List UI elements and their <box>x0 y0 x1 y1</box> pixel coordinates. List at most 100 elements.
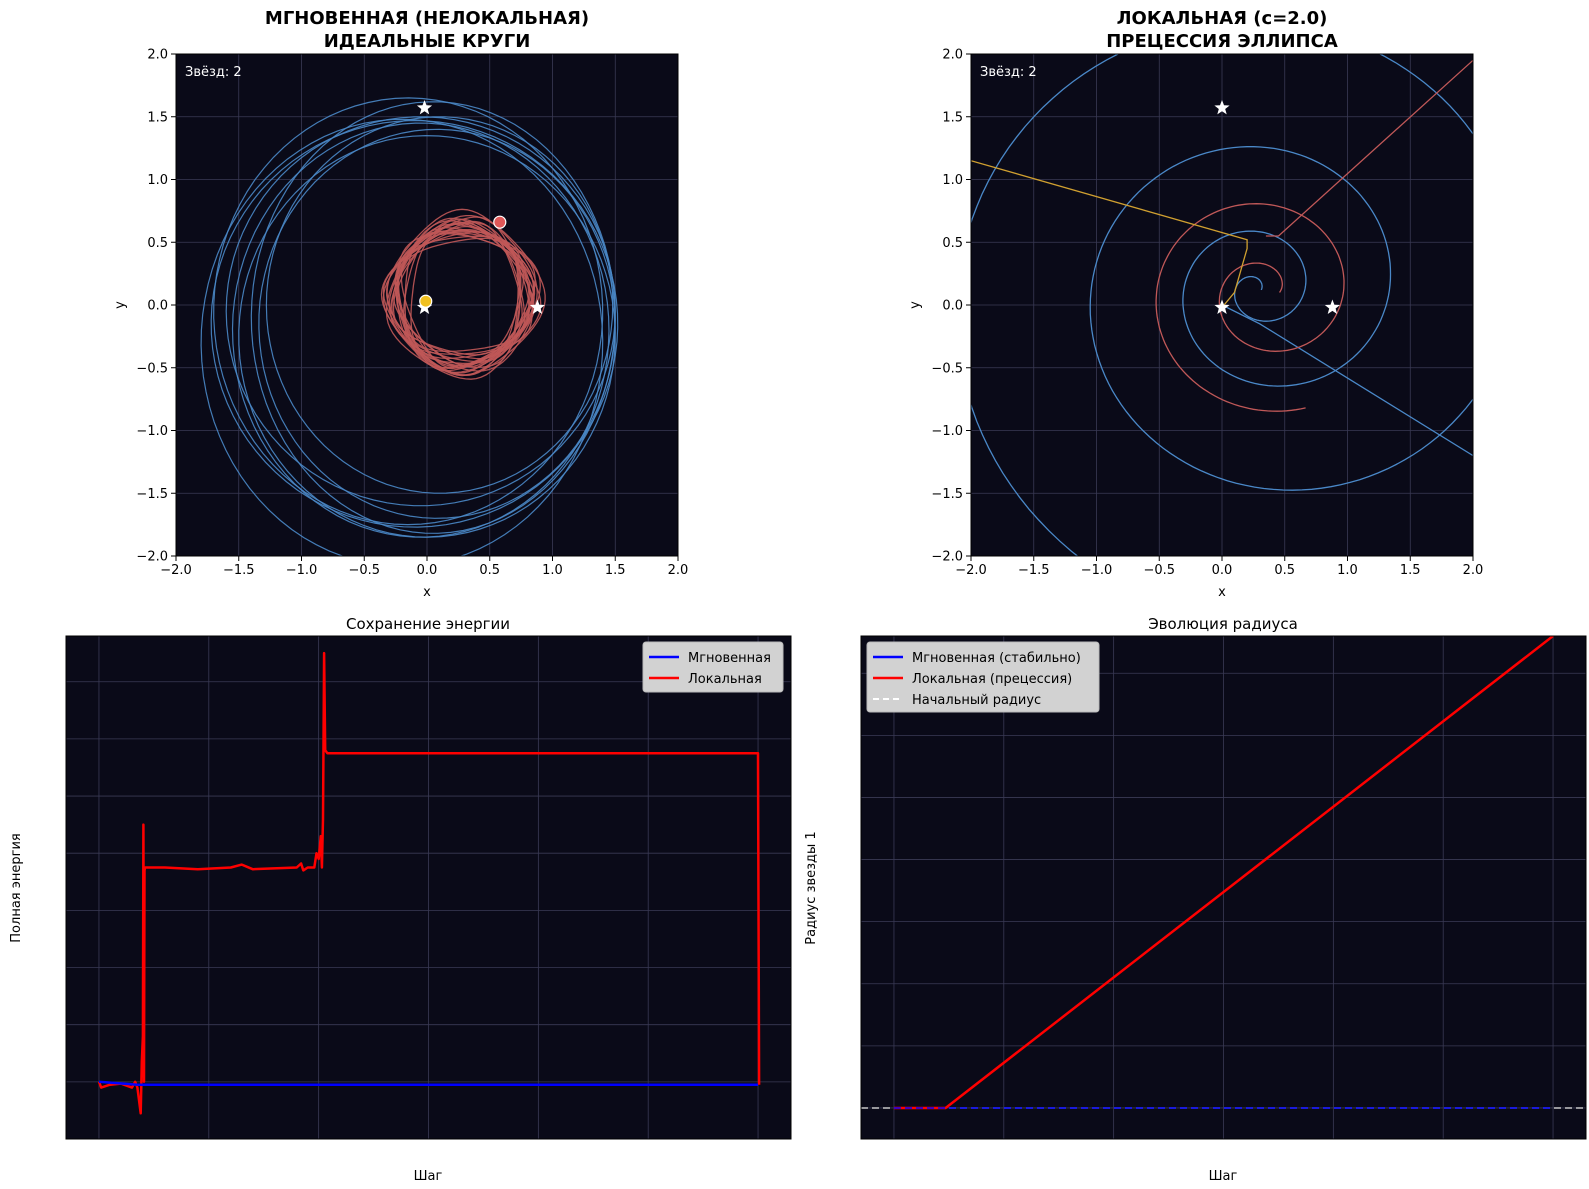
x-axis-label: x <box>1218 585 1226 600</box>
x-tick-label: −1.5 <box>1018 563 1050 578</box>
y-tick-label: 0.5 <box>147 236 168 251</box>
star-marker <box>1214 299 1230 314</box>
panel-local-orbits: −2.0 −1.5 −1.0 −0.5 0.0 0.5 1.0 1.5 2.0 −2.0 −1.5 −… <box>908 8 1483 600</box>
x-tick-label: 1.5 <box>605 563 626 578</box>
y-tick-label: 2.0 <box>942 48 963 63</box>
x-tick-label: 0.0 <box>417 563 438 578</box>
panel-radius-evolution: Эволюция радиуса Шаг Радиус звезды 1 Мгн… <box>804 615 1587 1184</box>
data-lines <box>97 651 761 1115</box>
y-tick-label: −2.0 <box>931 550 963 565</box>
legend-label-local: Локальная (прецессия) <box>912 672 1072 687</box>
x-tick-label: −0.5 <box>1143 563 1175 578</box>
series-group <box>97 651 761 1115</box>
star-marker <box>1214 100 1230 115</box>
axis-ticks: −2.0 −1.5 −1.0 −0.5 0.0 0.5 1.0 1.5 2.0 −2.0 −1.5 −… <box>931 48 1483 579</box>
x-tick-label: −1.5 <box>223 563 255 578</box>
data-lines <box>861 636 1586 1110</box>
panel-energy-conservation: Сохранение энергии Шаг Полная энергия Мг… <box>9 615 792 1184</box>
star-marker <box>529 299 545 314</box>
body-marker <box>493 215 507 229</box>
chart-title-line-2: ИДЕАЛЬНЫЕ КРУГИ <box>324 31 531 52</box>
x-tick-label: −1.0 <box>1081 563 1113 578</box>
y-tick-label: 1.0 <box>147 173 168 188</box>
chart-title-line-1: МГНОВЕННАЯ (НЕЛОКАЛЬНАЯ) <box>265 8 589 29</box>
blue-spiral-trace <box>971 54 1473 556</box>
y-axis-label: Полная энергия <box>9 833 24 942</box>
legend-label-local: Локальная <box>688 672 762 687</box>
series-line-1 <box>97 651 761 1115</box>
star-count-annotation: Звёзд: 2 <box>185 65 242 80</box>
x-tick-label: 0.5 <box>1274 563 1295 578</box>
legend-box <box>642 641 784 693</box>
y-tick-label: −1.0 <box>931 424 963 439</box>
star-markers <box>1214 100 1340 314</box>
y-tick-label: 0.0 <box>942 299 963 314</box>
x-tick-label: 0.5 <box>479 563 500 578</box>
y-tick-label: −0.5 <box>136 361 168 376</box>
legend-label-instant: Мгновенная <box>688 651 771 666</box>
chart-title-line-2: ПРЕЦЕССИЯ ЭЛЛИПСА <box>1106 31 1338 52</box>
blue-orbit-trace <box>200 118 604 556</box>
x-axis-label: Шаг <box>414 1169 443 1184</box>
blue-orbit-trace <box>238 134 616 538</box>
x-tick-label: 1.0 <box>1337 563 1358 578</box>
y-tick-label: 0.5 <box>942 236 963 251</box>
series-line-0 <box>98 1080 758 1086</box>
blue-orbit-trace <box>258 128 616 519</box>
blue-orbit-trace <box>225 116 616 507</box>
red-orbit-trace <box>382 222 535 374</box>
y-tick-label: −1.5 <box>136 487 168 502</box>
red-loop-trace <box>1155 203 1345 412</box>
red-orbit-trace <box>395 218 535 368</box>
x-axis-label: x <box>423 585 431 600</box>
panel-instantaneous-orbits: −2.0 −1.5 −1.0 −0.5 0.0 0.5 1.0 1.5 2.0 −2.0 −1.5 −… <box>113 8 688 600</box>
y-tick-label: 1.5 <box>147 110 168 125</box>
plot-frame <box>860 635 1587 1140</box>
x-tick-label: 1.0 <box>542 563 563 578</box>
y-axis-label: y <box>908 301 923 309</box>
blue-orbit-trace <box>265 116 614 494</box>
orbit-traces <box>971 54 1473 556</box>
legend-label-initial: Начальный радиус <box>912 693 1041 708</box>
star-marker <box>416 100 433 115</box>
x-axis-label: Шаг <box>1209 1169 1238 1184</box>
y-tick-label: 0.0 <box>147 299 168 314</box>
x-tick-label: 2.0 <box>668 563 689 578</box>
y-axis-label: y <box>113 301 128 309</box>
chart-title-line-1: ЛОКАЛЬНАЯ (c=2.0) <box>1117 8 1328 29</box>
axis-ticks: −2.0 −1.5 −1.0 −0.5 0.0 0.5 1.0 1.5 2.0 −2.0 −1.5 −… <box>136 48 688 579</box>
y-tick-label: 2.0 <box>147 48 168 63</box>
star-marker <box>1324 299 1340 314</box>
legend: Мгновенная Локальная <box>642 641 784 693</box>
x-tick-label: −2.0 <box>160 563 192 578</box>
x-tick-label: 1.5 <box>1400 563 1421 578</box>
y-tick-label: 1.0 <box>942 173 963 188</box>
red-orbit-trace <box>393 221 536 366</box>
chart-title: Сохранение энергии <box>346 615 510 633</box>
orbit-traces <box>200 97 619 556</box>
plot-frame <box>65 635 792 1140</box>
legend: Мгновенная (стабильно) Локальная (прецес… <box>866 641 1100 713</box>
legend-label-instant: Мгновенная (стабильно) <box>912 651 1081 666</box>
blue-orbit-trace <box>213 97 604 526</box>
series-group <box>861 636 1586 1110</box>
chart-title: Эволюция радиуса <box>1148 615 1298 633</box>
y-tick-label: −1.5 <box>931 487 963 502</box>
star-count-annotation: Звёзд: 2 <box>980 65 1037 80</box>
x-tick-label: −1.0 <box>286 563 318 578</box>
orbit-group <box>971 54 1473 556</box>
orbit-group <box>200 97 619 556</box>
y-tick-label: 1.5 <box>942 110 963 125</box>
blue-orbit-trace <box>250 101 616 534</box>
y-axis-label: Радиус звезды 1 <box>804 831 819 944</box>
grid-lines <box>861 636 1586 1139</box>
y-tick-label: −1.0 <box>136 424 168 439</box>
red-orbit-trace <box>392 230 525 356</box>
x-tick-label: 2.0 <box>1463 563 1484 578</box>
body-marker <box>419 294 433 308</box>
blue-orbit-trace <box>231 122 610 538</box>
y-tick-label: −2.0 <box>136 550 168 565</box>
star-markers <box>416 100 545 314</box>
x-tick-label: 0.0 <box>1212 563 1233 578</box>
